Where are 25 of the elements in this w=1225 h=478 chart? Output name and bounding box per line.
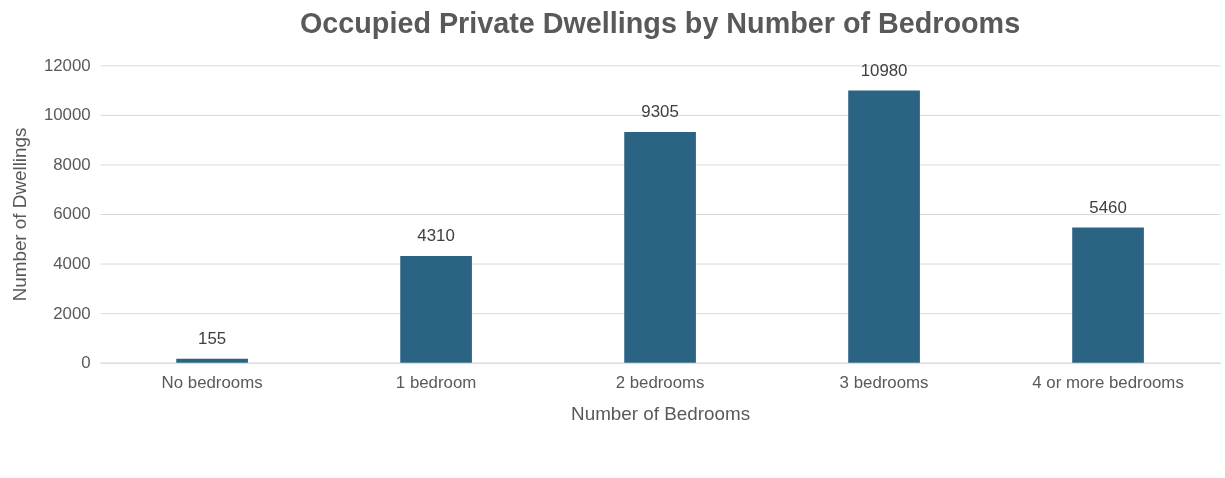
data-label: 5460 [1089,197,1127,217]
y-tick-label: 8000 [53,154,91,174]
y-tick-label: 4000 [53,254,91,274]
data-label: 155 [198,328,227,348]
y-tick-label: 10000 [43,105,91,125]
x-tick-label: 1 bedroom [395,372,477,392]
data-label: 9305 [641,102,679,122]
y-tick-label: 12000 [43,55,91,75]
y-tick-label: 0 [81,353,91,373]
data-label: 10980 [860,60,908,80]
y-tick-label: 2000 [53,303,91,323]
bar [848,90,920,363]
chart-title: Occupied Private Dwellings by Number of Bedrooms [300,6,1021,39]
bar [400,255,472,363]
data-label: 4310 [417,226,455,246]
x-tick-label: 2 bedrooms [615,372,705,392]
bar [624,132,696,363]
y-tick-label: 6000 [53,204,91,224]
x-tick-label: No bedrooms [161,372,263,392]
x-tick-label: 3 bedrooms [839,372,929,392]
x-tick-label: 4 or more bedrooms [1032,372,1184,392]
x-axis-title: Number of Bedrooms [571,402,751,424]
bar [1072,227,1144,363]
y-axis-title: Number of Dwellings [8,127,30,302]
bar [176,358,248,363]
